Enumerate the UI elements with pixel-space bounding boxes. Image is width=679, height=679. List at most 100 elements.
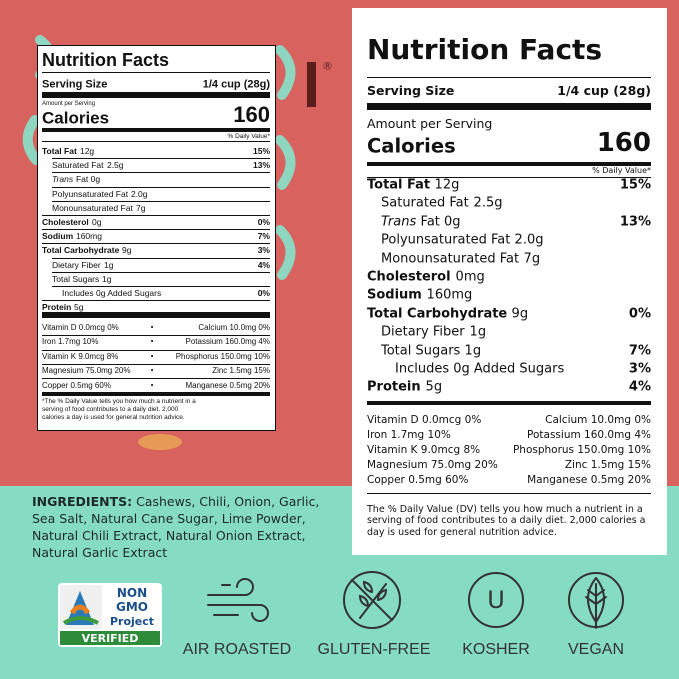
bullet: • [150, 323, 155, 332]
calories-value: 160 [233, 102, 270, 127]
nutrient-name: Total Carbohydrate [42, 245, 120, 256]
kosher-icon [468, 572, 524, 628]
rule [367, 162, 651, 166]
vitamin-left: Vitamin D 0.0mcg 0% [367, 413, 482, 426]
nutrient-dv: 3% [257, 245, 270, 256]
vitamin-right: Zinc 1.5mg 15% [212, 366, 270, 376]
bullet: • [150, 352, 155, 361]
nutrition-title: Nutrition Facts [367, 33, 603, 66]
nutrient-amount: Fat 0g [75, 174, 101, 185]
rule [367, 103, 651, 110]
rule [52, 172, 270, 173]
nutrient-amount: 1g [469, 324, 487, 340]
vitamin-right: Calcium 10.0mg 0% [545, 413, 651, 426]
vitamin-left: Copper 0.5mg 60% [42, 380, 111, 390]
calories-label: Calories [367, 134, 456, 158]
rule [42, 335, 270, 336]
nutrient-dv: 3% [628, 361, 651, 377]
vitamin-left: Magnesium 75.0mg 20% [42, 366, 131, 376]
rule [42, 214, 270, 216]
vitamin-left: Iron 1.7mg 10% [367, 428, 451, 441]
nutrient-name: Saturated Fat [381, 195, 469, 211]
icon-label: VEGAN [567, 641, 625, 658]
nutrient-dv: 13% [252, 159, 270, 170]
amount-per-serving: Amount per Serving [367, 115, 493, 131]
nutrient-amount: 1g [464, 343, 482, 359]
nutrient-name: Includes 0g Added Sugars [62, 287, 162, 298]
nutrient-name: Protein [42, 301, 72, 312]
nutrient-amount: 5g [73, 301, 84, 312]
ingredients-text: Cashews, Chili, Onion, Garlic, Sea Salt,… [32, 494, 320, 560]
nutrient-amount: 12g [434, 177, 460, 193]
nutrient-dv: 0% [257, 216, 270, 227]
nutrient-name: Includes 0g Added Sugars [395, 361, 565, 377]
serving-label: Serving Size [367, 82, 455, 98]
serving-label: Serving Size [42, 78, 108, 91]
rule [42, 349, 270, 351]
nutrient-name: Protein [367, 379, 421, 395]
bullet: • [150, 337, 155, 346]
amount-per-serving: Amount per Serving [42, 101, 96, 107]
vitamin-left: Copper 0.5mg 60% [367, 473, 469, 486]
nutrient-name: Total Carbohydrate [367, 306, 508, 322]
non-gmo-badge: NON GMO Project VERIFIED [58, 583, 162, 647]
nutrition-title: Nutrition Facts [42, 50, 170, 70]
nutrient-name: Polyunsaturated Fat [52, 188, 129, 199]
vitamin-right: Zinc 1.5mg 15% [564, 458, 651, 471]
nutrient-amount: 0g [91, 216, 102, 227]
nutrient-name: Cholesterol [42, 216, 89, 227]
daily-value-header: % Daily Value* [227, 132, 270, 140]
nutrient-amount: 9g [121, 245, 132, 256]
vitamin-left: Iron 1.7mg 10% [42, 337, 99, 347]
rule [42, 72, 270, 73]
rule [42, 392, 270, 396]
nutrient-name: Trans [52, 174, 74, 185]
nutrient-dv: 13% [619, 214, 651, 230]
kosher-symbol: U [487, 586, 505, 614]
air-icon [207, 578, 269, 622]
package-label-box [37, 45, 276, 431]
daily-value-header: % Daily Value* [592, 166, 651, 175]
rule [52, 271, 270, 273]
nutrient-dv: 0% [257, 287, 270, 298]
vitamin-right: Phosphorus 150.0mg 10% [512, 443, 651, 456]
footnote: *The % Daily Value tells you how much a … [42, 398, 196, 421]
nutrient-name: Trans [381, 214, 417, 230]
nutrient-name: Sodium [42, 230, 74, 241]
vitamin-right: Potassium 160.0mg 4% [185, 337, 271, 347]
nutrient-amount: 160mg [75, 230, 102, 241]
gluten-free-icon [343, 571, 401, 629]
nutrient-amount: 160mg [426, 287, 473, 303]
nutrient-name: Total Sugars [52, 273, 100, 284]
non-gmo-line4: VERIFIED [82, 632, 139, 645]
nutrient-dv: 4% [257, 259, 270, 270]
nutrient-amount: 2.5g [473, 195, 503, 211]
nutrient-name: Total Fat [42, 145, 77, 156]
nutrient-name: Monounsaturated Fat [52, 202, 133, 213]
nutrient-dv: 15% [252, 145, 270, 156]
nutrient-dv: 15% [619, 177, 651, 193]
bullet: • [150, 381, 155, 390]
nutrient-amount: Fat 0g [420, 214, 461, 230]
calories-label: Calories [42, 108, 110, 128]
nutrient-amount: 7g [523, 251, 541, 267]
vitamin-right: Calcium 10.0mg 0% [198, 323, 270, 332]
nutrient-amount: 0mg [455, 269, 485, 285]
nutrient-name: Monounsaturated Fat [381, 251, 520, 267]
rule [52, 158, 270, 159]
non-gmo-line2: GMO [116, 600, 148, 614]
nutrient-amount: 9g [511, 306, 529, 322]
nutrient-name: Saturated Fat [52, 159, 104, 170]
nutrient-name: Cholesterol [367, 269, 451, 285]
rule [52, 285, 270, 287]
rule [42, 312, 270, 318]
vitamin-right: Manganese 0.5mg 20% [185, 380, 271, 390]
vitamin-left: Vitamin K 9.0mcg 8% [367, 443, 481, 456]
nutrient-dv: 7% [257, 230, 270, 241]
nutrient-dv: 7% [628, 343, 651, 359]
nutrient-amount: 5g [425, 379, 443, 395]
vitamin-left: Vitamin K 9.0mcg 8% [42, 351, 119, 361]
nutrient-name: Total Sugars [381, 343, 461, 359]
rule [42, 229, 270, 230]
